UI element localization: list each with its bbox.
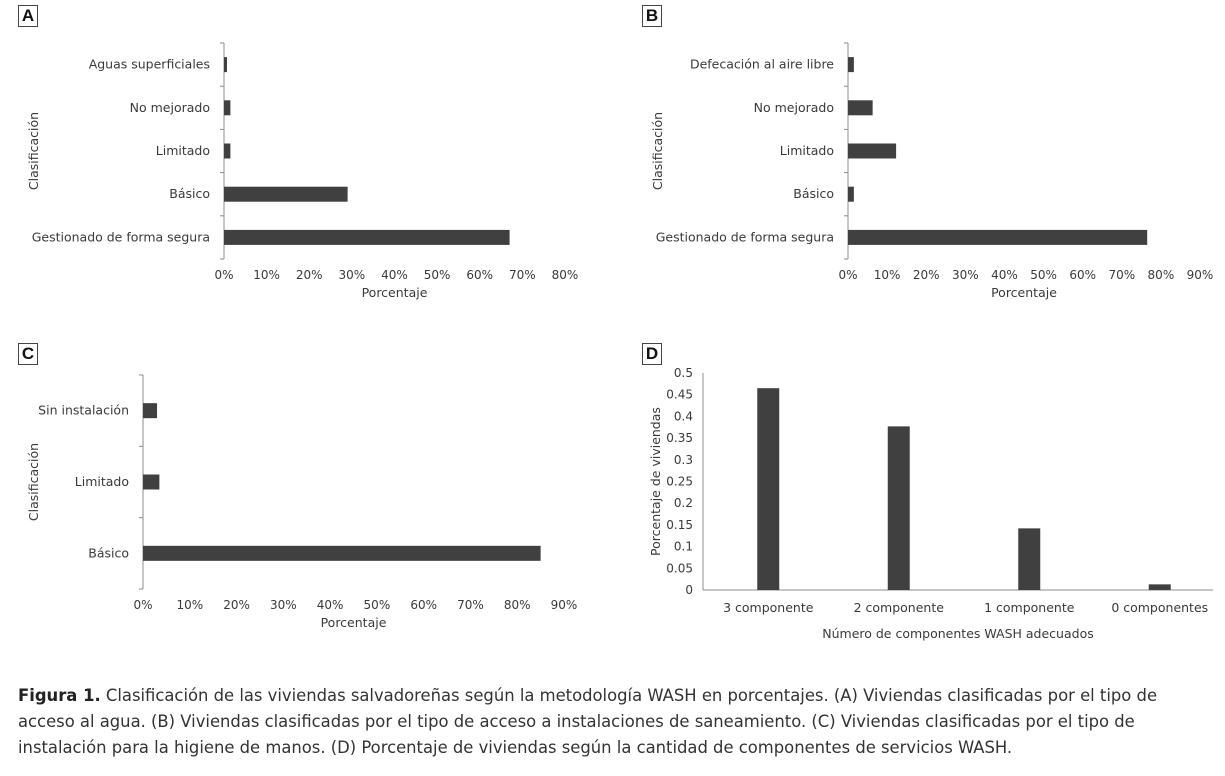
x-tick-label: 50% [1030, 268, 1057, 282]
x-tick-label: 0% [214, 268, 233, 282]
category-label: Gestionado de forma segura [32, 229, 210, 244]
x-tick-label: 90% [551, 598, 578, 612]
bar-gestionado-de-forma-segura [848, 229, 1148, 245]
panel-letter-b: B [642, 5, 662, 27]
y-tick-label: 0.35 [666, 431, 693, 445]
panel-letter-c: C [18, 343, 38, 365]
bar-aguas-superficiales [224, 57, 227, 73]
category-label: 1 componente [984, 600, 1075, 615]
x-tick-label: 80% [552, 268, 579, 282]
bar-limitado [224, 143, 231, 159]
category-label: No mejorado [130, 100, 210, 115]
caption-label: Figura 1. [18, 686, 101, 705]
category-label: No mejorado [754, 100, 834, 115]
category-label: Aguas superficiales [89, 57, 210, 72]
category-label: Básico [88, 545, 129, 560]
y-tick-label: 0.5 [674, 366, 693, 380]
x-tick-label: 50% [364, 598, 391, 612]
x-tick-label: 90% [1187, 268, 1214, 282]
bar-limitado [143, 474, 160, 490]
x-tick-label: 50% [424, 268, 451, 282]
category-label: Básico [169, 186, 210, 201]
bar-defecación-al-aire-libre [848, 57, 854, 73]
bar-sin-instalación [143, 403, 158, 419]
bar-no-mejorado [224, 100, 231, 116]
x-tick-label: 20% [223, 598, 250, 612]
x-axis-title: Porcentaje [991, 285, 1057, 300]
y-axis-title: Clasificación [26, 443, 41, 521]
x-tick-label: 30% [339, 268, 366, 282]
x-axis-title: Porcentaje [321, 615, 387, 630]
x-tick-label: 0% [838, 268, 857, 282]
x-tick-label: 40% [317, 598, 344, 612]
bar-2-componente [887, 426, 910, 590]
y-tick-label: 0.25 [666, 475, 693, 489]
x-tick-label: 10% [253, 268, 280, 282]
y-tick-label: 0.05 [666, 561, 693, 575]
bar-básico [224, 186, 348, 202]
y-tick-label: 0.2 [674, 496, 693, 510]
x-tick-label: 20% [913, 268, 940, 282]
x-tick-label: 60% [410, 598, 437, 612]
bar-básico [143, 545, 541, 561]
y-axis-title: Clasificación [650, 112, 665, 190]
y-tick-label: 0 [685, 583, 693, 597]
x-tick-label: 60% [466, 268, 493, 282]
bar-no-mejorado [848, 100, 873, 116]
x-axis-title: Porcentaje [362, 285, 428, 300]
x-tick-label: 40% [991, 268, 1018, 282]
category-label: Defecación al aire libre [690, 57, 834, 72]
x-tick-label: 20% [296, 268, 323, 282]
x-tick-label: 30% [952, 268, 979, 282]
figure-caption: Figura 1. Clasificación de las viviendas… [18, 683, 1208, 761]
x-axis-title: Número de componentes WASH adecuados [822, 626, 1093, 641]
x-tick-label: 80% [1148, 268, 1175, 282]
x-tick-label: 80% [504, 598, 531, 612]
x-tick-label: 30% [270, 598, 297, 612]
category-label: Limitado [780, 143, 834, 158]
y-tick-label: 0.45 [666, 388, 693, 402]
y-tick-label: 0.1 [674, 540, 693, 554]
category-label: Sin instalación [38, 403, 129, 418]
bar-limitado [848, 143, 897, 159]
panel-letter-a: A [18, 5, 38, 27]
x-tick-label: 40% [381, 268, 408, 282]
x-tick-label: 10% [176, 598, 203, 612]
x-tick-label: 70% [1108, 268, 1135, 282]
bar-3-componente [757, 388, 780, 590]
category-label: Básico [793, 186, 834, 201]
category-label: Limitado [75, 474, 129, 489]
x-tick-label: 70% [509, 268, 536, 282]
x-tick-label: 60% [1069, 268, 1096, 282]
y-tick-label: 0.4 [674, 409, 693, 423]
panel-letter-d: D [642, 343, 662, 365]
category-label: 2 componente [854, 600, 945, 615]
category-label: Gestionado de forma segura [656, 229, 834, 244]
x-tick-label: 0% [133, 598, 152, 612]
x-tick-label: 10% [874, 268, 901, 282]
y-axis-title: Clasificación [26, 112, 41, 190]
y-tick-label: 0.3 [674, 453, 693, 467]
caption-text: Clasificación de las viviendas salvadore… [18, 686, 1158, 757]
y-tick-label: 0.15 [666, 518, 693, 532]
bar-básico [848, 186, 854, 202]
y-axis-title: Porcentaje de viviendas [648, 407, 663, 556]
category-label: Limitado [156, 143, 210, 158]
category-label: 0 componentes [1111, 600, 1208, 615]
bar-0-componentes [1148, 584, 1171, 590]
category-label: 3 componente [723, 600, 814, 615]
bar-gestionado-de-forma-segura [224, 229, 510, 245]
bar-1-componente [1018, 528, 1041, 590]
x-tick-label: 70% [457, 598, 484, 612]
